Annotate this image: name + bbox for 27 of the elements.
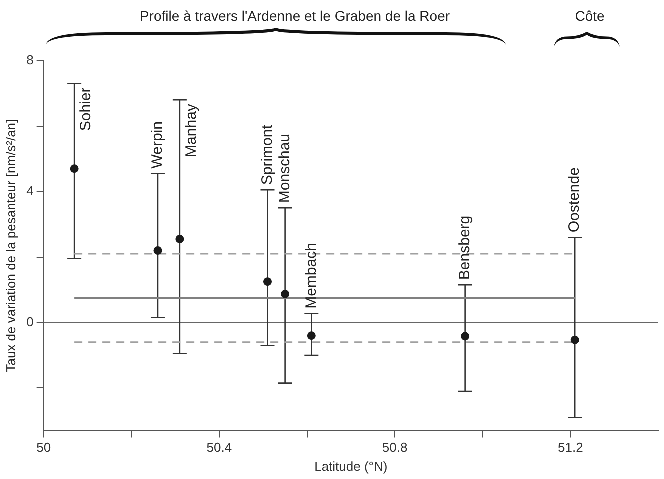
annotation: Manhay [183, 104, 200, 158]
point [570, 336, 580, 344]
x-axis-title: Latitude (°N) [314, 458, 388, 474]
point [154, 246, 162, 255]
x-tick-label: 50 [36, 440, 52, 456]
point [307, 332, 316, 340]
y-tick-label: 4 [26, 183, 34, 198]
annotation: Bensberg [456, 216, 474, 280]
y-axis-title: Taux de variation de la pesanteur [nm/s²/an] [3, 119, 18, 372]
x-tick-label: 50.4 [206, 440, 232, 456]
x-tick-label: 50.8 [382, 440, 408, 456]
annotation: Sohier [78, 88, 95, 132]
point [176, 235, 184, 244]
annotation: Membach [302, 243, 320, 309]
text: Profile à travers l'Ardenne et le Graben de la Roer [138, 8, 452, 24]
y-tick-label: 8 [26, 52, 34, 68]
annotation: Monschau [276, 134, 294, 204]
text: Côte [574, 8, 606, 24]
x-tick-label: 51.2 [558, 440, 584, 456]
y-tick-label: 0 [26, 314, 34, 330]
point [263, 278, 272, 286]
annotation: Oostende [566, 168, 584, 233]
point [281, 290, 290, 299]
annotation: Werpin [149, 122, 166, 169]
point [70, 164, 79, 174]
point [461, 332, 470, 341]
annotation: Sprimont [258, 124, 276, 186]
